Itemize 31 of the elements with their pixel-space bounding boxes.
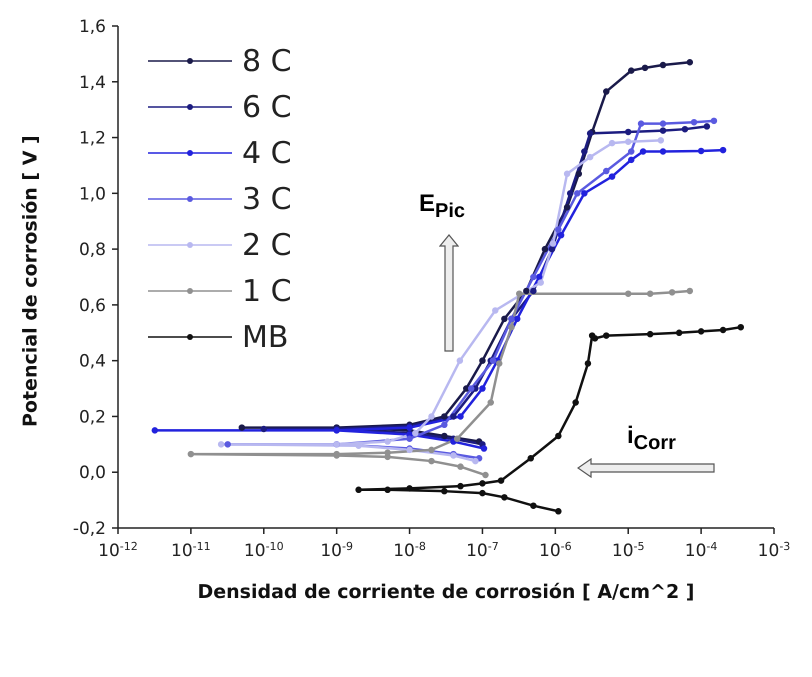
y-tick-label: 0,6	[78, 296, 106, 316]
y-axis-title: Potencial de corrosión [ V ]	[20, 135, 42, 427]
y-tick-label: 0,0	[78, 463, 106, 484]
y-tick-label: 0,2	[78, 407, 106, 428]
legend-label: 3 C	[242, 182, 292, 216]
annotation: E$_{Pic}$	[419, 190, 466, 223]
x-tick-label: 10$^{-11}$	[171, 540, 211, 561]
annotation: i$_{Corr}$	[627, 422, 676, 455]
x-tick-label: 10$^{-10}$	[244, 540, 284, 561]
y-tick-label: 0,4	[78, 352, 106, 372]
x-tick-label: 10$^{-6}$	[539, 540, 572, 561]
legend-label: 2 C	[242, 228, 292, 262]
legend-label: MB	[242, 320, 288, 354]
x-tick-label: 10$^{-7}$	[466, 540, 499, 561]
y-tick-label: 0,8	[78, 240, 106, 260]
x-tick-label: 10$^{-4}$	[684, 540, 718, 561]
x-tick-label: 10$^{-5}$	[612, 540, 645, 561]
x-tick-label: 10$^{-3}$	[758, 540, 790, 561]
y-tick-label: 1,0	[78, 184, 106, 204]
x-tick-label: 10$^{-8}$	[393, 540, 426, 561]
y-tick-label: -0,2	[72, 519, 106, 539]
x-tick-label: 10$^{-9}$	[320, 540, 353, 561]
legend-label: 1 C	[242, 274, 292, 308]
y-tick-label: 1,4	[78, 72, 106, 93]
y-tick-label: 1,6	[78, 17, 106, 37]
legend-label: 6 C	[242, 90, 292, 124]
legend-label: 8 C	[242, 44, 292, 78]
legend-label: 4 C	[242, 136, 292, 170]
x-tick-label: 10$^{-12}$	[98, 540, 138, 561]
y-tick-label: 1,2	[78, 128, 106, 149]
x-axis-title: Densidad de corriente de corrosión [ A/cm^2 ]	[198, 581, 694, 603]
